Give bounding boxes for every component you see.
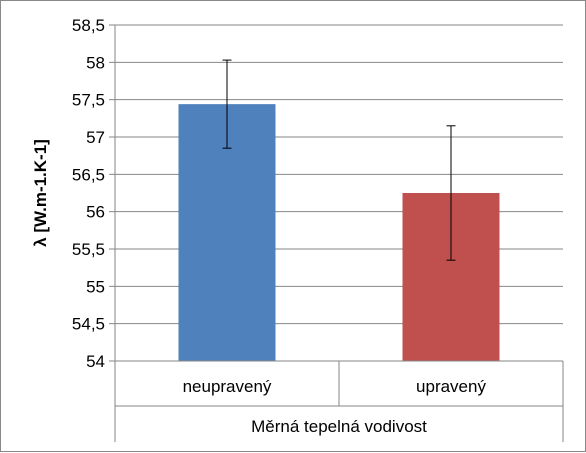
y-tick-label: 55,5	[72, 240, 105, 259]
y-tick-label: 55	[86, 277, 105, 296]
y-tick-label: 57	[86, 128, 105, 147]
x-axis-title: Měrná tepelná vodivost	[251, 417, 427, 436]
x-category-label: upravený	[416, 377, 486, 396]
x-category-label: neupravený	[183, 377, 272, 396]
y-tick-label: 54	[86, 352, 105, 371]
y-tick-label: 54,5	[72, 315, 105, 334]
y-tick-label: 56	[86, 203, 105, 222]
y-axis-title: λ [W.m-1.K-1]	[31, 139, 50, 247]
y-tick-label: 58	[86, 53, 105, 72]
y-tick-label: 56,5	[72, 165, 105, 184]
y-tick-label: 57,5	[72, 91, 105, 110]
y-tick-label: 58,5	[72, 16, 105, 35]
